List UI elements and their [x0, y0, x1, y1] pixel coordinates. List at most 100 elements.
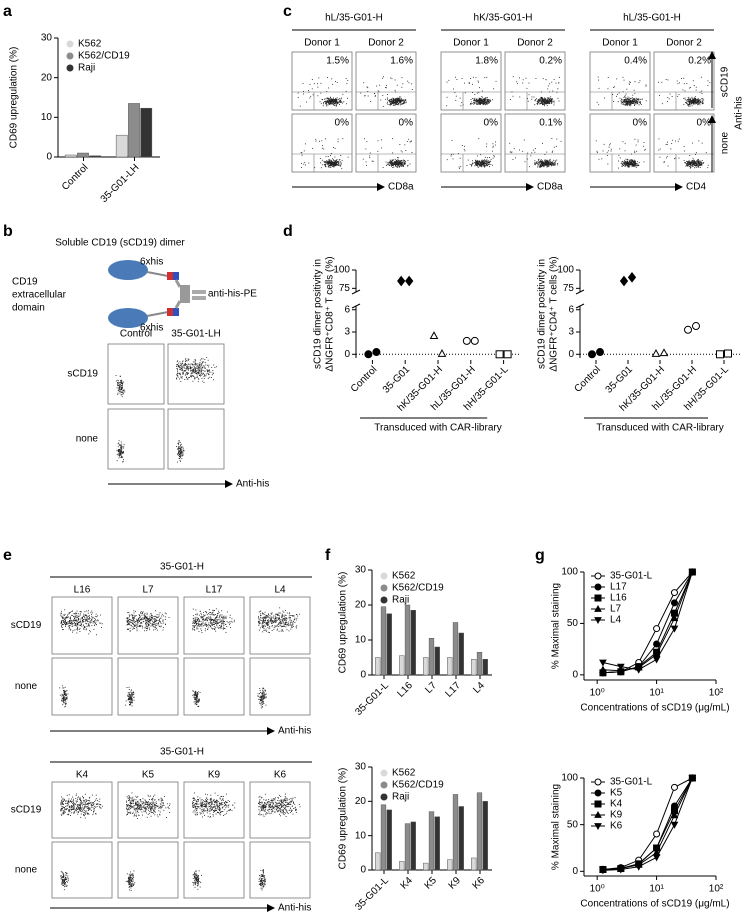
flow-event: [156, 617, 157, 618]
flow-event: [549, 103, 550, 104]
flow-event: [178, 452, 179, 453]
flow-event: [381, 139, 382, 140]
flow-event: [624, 97, 625, 98]
flow-event: [684, 151, 685, 152]
flow-event: [88, 625, 89, 626]
flow-event: [397, 99, 398, 100]
flow-event: [302, 153, 303, 154]
flow-event: [189, 366, 190, 367]
flow-event: [151, 626, 152, 627]
flow-event: [632, 101, 633, 102]
flow-event: [142, 615, 143, 616]
flow-event: [223, 623, 224, 624]
flow-event: [338, 99, 339, 100]
flow-event: [489, 99, 490, 100]
flow-event: [181, 365, 182, 366]
flow-event: [689, 166, 690, 167]
flow-event: [624, 99, 625, 100]
x-axis-label: CD8a: [388, 182, 414, 193]
flow-event: [327, 100, 328, 101]
flow-frame: [118, 597, 178, 654]
flow-event: [694, 85, 695, 86]
flow-event: [120, 455, 121, 456]
flow-event: [668, 80, 669, 81]
flow-event: [621, 103, 622, 104]
flow-event: [455, 100, 456, 101]
flow-event: [546, 165, 547, 166]
flow-event: [188, 368, 189, 369]
flow-event: [618, 161, 619, 162]
flow-event: [134, 626, 135, 627]
flow-event: [304, 162, 305, 163]
flow-event: [83, 619, 84, 620]
flow-event: [484, 166, 485, 167]
flow-event: [634, 104, 635, 105]
flow-event: [88, 616, 89, 617]
flow-event: [333, 147, 334, 148]
flow-event: [63, 615, 64, 616]
flow-event: [702, 103, 703, 104]
flow-event: [620, 98, 621, 99]
flow-event: [179, 379, 180, 380]
flow-event: [510, 99, 511, 100]
flow-event: [72, 624, 73, 625]
flow-event: [212, 625, 213, 626]
flow-event: [523, 79, 524, 80]
flow-event: [669, 98, 670, 99]
flow-event: [88, 618, 89, 619]
bar: [387, 614, 392, 675]
flow-event: [119, 382, 120, 383]
y-axis-label: sCD19 dimer positivity in: [313, 259, 324, 369]
flow-event: [180, 363, 181, 364]
flow-event: [465, 92, 466, 93]
x-tick-label: Control: [572, 364, 603, 395]
data-point: [685, 326, 692, 333]
flow-event: [179, 458, 180, 459]
flow-event: [524, 140, 525, 141]
flow-event: [219, 625, 220, 626]
flow-event: [403, 161, 404, 162]
legend-marker: [595, 779, 601, 785]
flow-event: [198, 369, 199, 370]
flow-event: [117, 450, 118, 451]
flow-event: [346, 83, 347, 84]
flow-event: [513, 96, 514, 97]
flow-event: [623, 101, 624, 102]
flow-event: [334, 167, 335, 168]
flow-event: [484, 162, 485, 163]
flow-event: [161, 618, 162, 619]
bar: [423, 658, 428, 676]
flow-event: [689, 162, 690, 163]
flow-event: [539, 166, 540, 167]
flow-event: [188, 373, 189, 374]
row-label: none: [76, 434, 99, 445]
flow-event: [230, 617, 231, 618]
flow-event: [195, 378, 196, 379]
flow-event: [77, 616, 78, 617]
flow-event: [80, 628, 81, 629]
flow-event: [640, 80, 641, 81]
bar: [471, 858, 476, 870]
flow-event: [73, 620, 74, 621]
flow-event: [147, 623, 148, 624]
flow-event: [496, 81, 497, 82]
flow-event: [541, 98, 542, 99]
flow-event: [482, 91, 483, 92]
flow-event: [383, 167, 384, 168]
flow-event: [180, 461, 181, 462]
flow-event: [152, 625, 153, 626]
flow-event: [215, 618, 216, 619]
flow-event: [150, 623, 151, 624]
flow-event: [628, 97, 629, 98]
flow-event: [203, 373, 204, 374]
flow-event: [139, 621, 140, 622]
flow-event: [325, 98, 326, 99]
flow-event: [340, 101, 341, 102]
flow-event: [539, 103, 540, 104]
percentage: 1.5%: [326, 56, 349, 67]
flow-event: [633, 103, 634, 104]
flow-event: [156, 621, 157, 622]
legend-marker: [381, 585, 388, 592]
flow-event: [119, 455, 120, 456]
flow-event: [73, 630, 74, 631]
